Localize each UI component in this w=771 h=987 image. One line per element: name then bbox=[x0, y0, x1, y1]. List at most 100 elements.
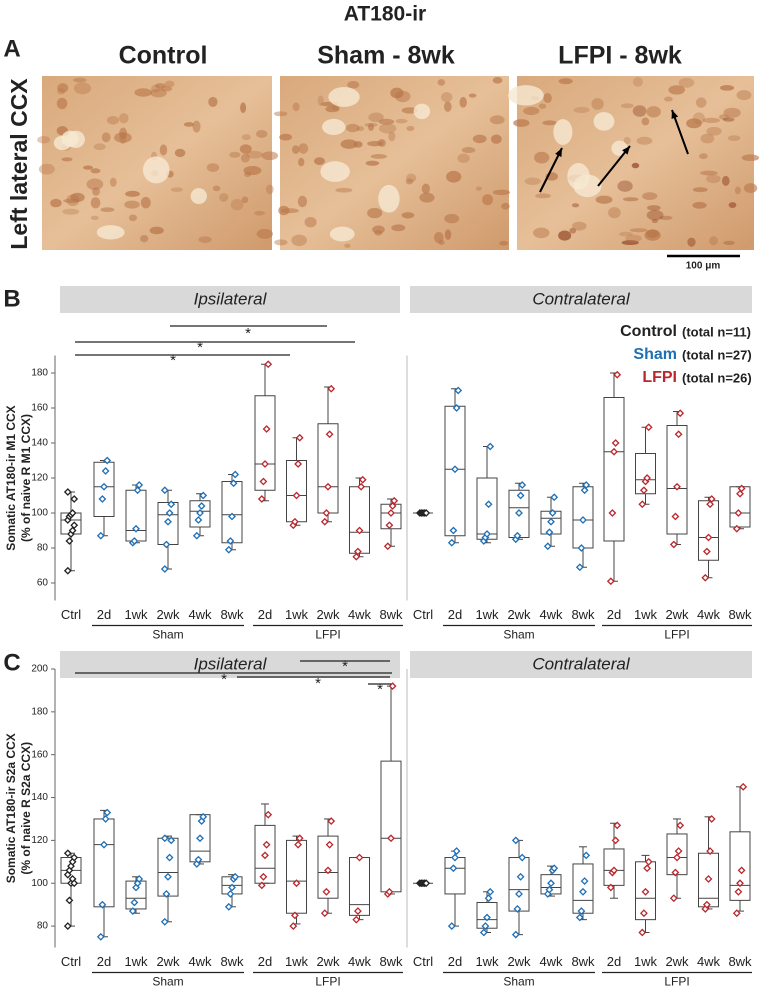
cell bbox=[419, 192, 435, 203]
data-point bbox=[167, 500, 176, 509]
data-point bbox=[192, 531, 201, 540]
data-point bbox=[98, 900, 107, 909]
box bbox=[603, 848, 625, 886]
cell bbox=[617, 180, 633, 192]
box bbox=[349, 857, 370, 916]
cell bbox=[344, 243, 351, 248]
data-point bbox=[387, 509, 395, 517]
x-tick-label: Ctrl bbox=[61, 954, 81, 969]
x-tick-label: 2wk bbox=[316, 954, 340, 969]
cell bbox=[391, 224, 406, 232]
vacuole bbox=[553, 119, 573, 145]
cell bbox=[743, 183, 758, 194]
data-point bbox=[164, 872, 172, 881]
data-point bbox=[550, 493, 559, 502]
data-point bbox=[451, 465, 459, 474]
data-point bbox=[736, 879, 744, 888]
cell bbox=[636, 136, 653, 145]
cell bbox=[164, 80, 175, 88]
cell bbox=[335, 187, 353, 193]
cell bbox=[591, 98, 604, 110]
vacuole bbox=[66, 130, 85, 148]
data-point bbox=[643, 864, 652, 873]
box bbox=[349, 486, 370, 554]
cell bbox=[406, 125, 415, 132]
legend-label: LFPI bbox=[642, 369, 677, 386]
legend-label: Sham bbox=[633, 346, 677, 363]
x-tick-label: Ctrl bbox=[61, 607, 81, 622]
data-point bbox=[422, 879, 431, 888]
cell bbox=[73, 82, 92, 95]
column-title: LFPI - 8wk bbox=[558, 42, 682, 70]
cell bbox=[723, 107, 741, 118]
cell bbox=[623, 136, 631, 145]
data-point bbox=[707, 815, 716, 823]
column-title: Sham - 8wk bbox=[317, 42, 455, 70]
data-point bbox=[454, 386, 463, 395]
cell bbox=[265, 184, 274, 195]
data-point bbox=[325, 430, 334, 439]
x-tick-label: 8wk bbox=[728, 954, 752, 969]
cell bbox=[437, 79, 446, 86]
box bbox=[476, 477, 498, 540]
cell bbox=[571, 221, 587, 231]
cell bbox=[631, 162, 640, 169]
header-band bbox=[60, 286, 400, 313]
cell bbox=[370, 154, 388, 159]
cell bbox=[499, 241, 509, 246]
significance-star: * bbox=[377, 681, 383, 698]
cell bbox=[558, 230, 572, 241]
data-point bbox=[353, 547, 362, 556]
cell bbox=[246, 150, 263, 159]
data-point bbox=[264, 360, 273, 369]
data-point bbox=[671, 868, 680, 877]
cell bbox=[274, 239, 288, 246]
data-point bbox=[737, 484, 746, 493]
cell bbox=[83, 165, 93, 170]
x-tick-label: Ctrl bbox=[413, 607, 433, 622]
box bbox=[317, 423, 339, 514]
box bbox=[254, 395, 276, 491]
y-axis-label: (% of naive R M1 CCX) bbox=[19, 414, 33, 542]
data-point bbox=[610, 447, 618, 456]
cell bbox=[106, 116, 120, 125]
data-point bbox=[160, 565, 169, 573]
y-axis-label: Somatic AT180-ir S2a CCX bbox=[4, 733, 18, 883]
x-tick-label: 2wk bbox=[665, 607, 689, 622]
cell bbox=[90, 197, 101, 209]
data-point bbox=[164, 517, 172, 526]
cell bbox=[368, 123, 375, 131]
header-band bbox=[410, 286, 752, 313]
data-point bbox=[327, 817, 336, 826]
cell bbox=[56, 88, 66, 95]
x-tick-label: 2d bbox=[258, 607, 272, 622]
data-point bbox=[388, 682, 397, 691]
group-label: LFPI bbox=[664, 628, 689, 642]
data-point bbox=[98, 495, 107, 503]
data-point bbox=[290, 517, 299, 526]
data-point bbox=[324, 866, 332, 875]
data-point bbox=[226, 537, 235, 545]
data-point bbox=[447, 922, 456, 930]
data-point bbox=[673, 482, 681, 491]
data-point bbox=[582, 851, 591, 860]
data-point bbox=[516, 872, 525, 881]
cell bbox=[292, 145, 300, 154]
cell bbox=[534, 151, 550, 164]
legend-note: (total n=26) bbox=[682, 370, 752, 385]
cell bbox=[241, 134, 251, 141]
vacuole bbox=[413, 103, 431, 120]
vacuole bbox=[322, 118, 346, 136]
data-point bbox=[231, 470, 240, 479]
data-point bbox=[167, 836, 176, 845]
x-tick-label: 8wk bbox=[571, 607, 595, 622]
significance-star: * bbox=[315, 675, 321, 692]
data-point bbox=[68, 509, 77, 517]
data-point bbox=[638, 928, 647, 937]
data-point bbox=[226, 890, 235, 898]
x-tick-label: 2d bbox=[448, 607, 462, 622]
x-tick-label: 8wk bbox=[220, 607, 244, 622]
cell bbox=[664, 96, 673, 102]
group-label: Sham bbox=[503, 628, 534, 642]
cell bbox=[86, 178, 104, 191]
